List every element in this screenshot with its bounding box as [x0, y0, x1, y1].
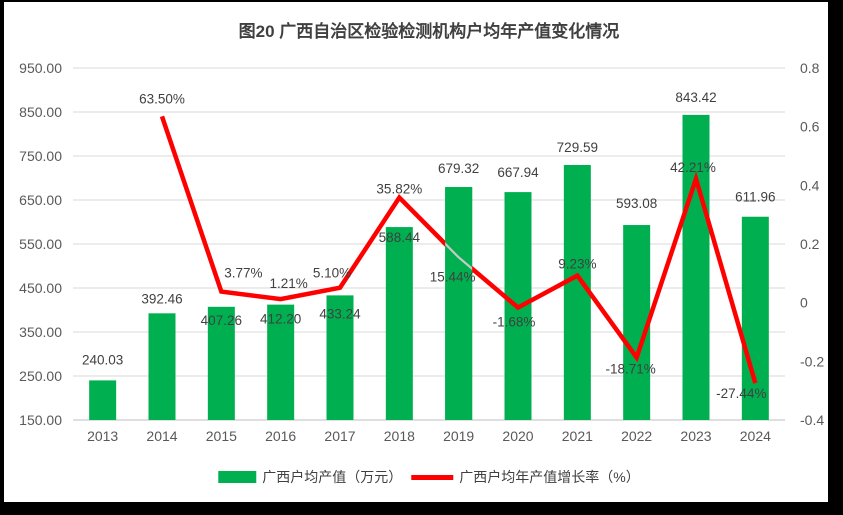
- left-axis-tick: 450.00: [19, 280, 62, 296]
- x-axis-label: 2021: [562, 428, 593, 444]
- legend-item-bar-series: 广西户均产值（万元）: [218, 467, 402, 487]
- x-axis-label: 2017: [324, 428, 355, 444]
- bar-2014: [148, 313, 176, 420]
- bar-2015: [207, 306, 235, 420]
- bar-value-label: 392.46: [141, 291, 182, 306]
- x-axis-label: 2018: [384, 428, 415, 444]
- left-axis-tick: 850.00: [19, 104, 62, 120]
- x-axis-label: 2013: [87, 428, 118, 444]
- line-value-label: 1.21%: [270, 276, 308, 291]
- line-value-label: -1.68%: [493, 315, 536, 330]
- line-series-swatch: [411, 474, 454, 480]
- bar-2018: [385, 227, 413, 420]
- left-axis-tick: 750.00: [19, 148, 62, 164]
- left-axis-tick: 150.00: [19, 412, 62, 428]
- ghost-line-segment: [445, 242, 473, 271]
- bar-value-label: 611.96: [735, 190, 775, 205]
- left-axis-tick: 650.00: [19, 192, 62, 208]
- chart-canvas: 图20 广西自治区检验检测机构户均年产值变化情况 950.00 850.00 750…: [4, 2, 828, 502]
- right-axis-tick: 0.2: [800, 236, 820, 252]
- bar-value-label: 667.94: [497, 165, 539, 180]
- left-axis-tick: 550.00: [19, 236, 62, 252]
- left-axis-tick: 250.00: [19, 368, 62, 384]
- chart-title: 图20 广西自治区检验检测机构户均年产值变化情况: [238, 22, 620, 41]
- bar-2024: [741, 216, 769, 420]
- x-axis-label: 2020: [502, 428, 533, 444]
- bar-value-label: 588.44: [379, 230, 421, 245]
- bar-2016: [267, 304, 295, 420]
- bar-series-swatch: [218, 471, 257, 483]
- line-value-label: 5.10%: [313, 266, 351, 281]
- left-axis-tick: 350.00: [19, 324, 62, 340]
- line-value-label: 9.23%: [558, 257, 596, 272]
- bar-2017: [326, 295, 354, 420]
- chart-plot-area: 950.00 850.00 750.00 650.00 550.00 450.00 350.…: [19, 60, 824, 444]
- line-value-label: 42.21%: [670, 160, 716, 175]
- right-axis-tick: 0.6: [800, 119, 820, 135]
- right-axis-tick: -0.2: [800, 353, 824, 369]
- bar-value-label: 240.03: [82, 352, 123, 367]
- left-axis-tick: 950.00: [19, 60, 62, 76]
- right-axis-tick: -0.4: [800, 412, 824, 428]
- bar-value-label: 407.26: [201, 313, 242, 328]
- bar-2022: [623, 225, 651, 420]
- legend: 广西户均产值（万元） 广西户均年产值增长率（%）: [218, 467, 640, 487]
- bar-value-label: 593.08: [616, 196, 657, 211]
- line-value-label: 63.50%: [139, 91, 185, 106]
- x-axis-label: 2023: [680, 428, 711, 444]
- bar-value-label: 679.32: [438, 161, 479, 176]
- line-value-label: 3.77%: [224, 266, 262, 281]
- bar-2021: [563, 164, 591, 420]
- bar-value-label: 433.24: [319, 306, 361, 321]
- x-axis-label: 2022: [621, 428, 652, 444]
- line-value-label: -18.71%: [606, 362, 656, 377]
- bar-2019-overlay: [445, 187, 473, 420]
- bar-series-label: 广西户均产值（万元）: [262, 469, 403, 485]
- line-value-label: 35.82%: [376, 182, 422, 197]
- bar-value-label: 729.59: [557, 140, 598, 155]
- legend-item-line-series: 广西户均年产值增长率（%）: [411, 467, 640, 487]
- x-axis-label: 2019: [443, 428, 474, 444]
- bar-2023: [682, 114, 710, 420]
- x-axis-label: 2016: [265, 428, 296, 444]
- x-axis-label: 2015: [206, 428, 237, 444]
- right-axis-tick: 0.4: [800, 177, 820, 193]
- line-value-label: 15.44%: [430, 269, 476, 284]
- bar-value-label: 843.42: [675, 90, 716, 105]
- x-axis-label: 2014: [146, 428, 177, 444]
- line-value-label: -27.44%: [716, 386, 766, 401]
- bar-value-label: 412.20: [260, 312, 301, 327]
- x-axis-label: 2024: [740, 428, 771, 444]
- bar-2013: [89, 380, 117, 420]
- line-series-label: 广西户均年产值增长率（%）: [459, 469, 640, 485]
- right-axis-tick: 0.8: [800, 60, 820, 76]
- right-axis-tick: 0: [800, 295, 808, 311]
